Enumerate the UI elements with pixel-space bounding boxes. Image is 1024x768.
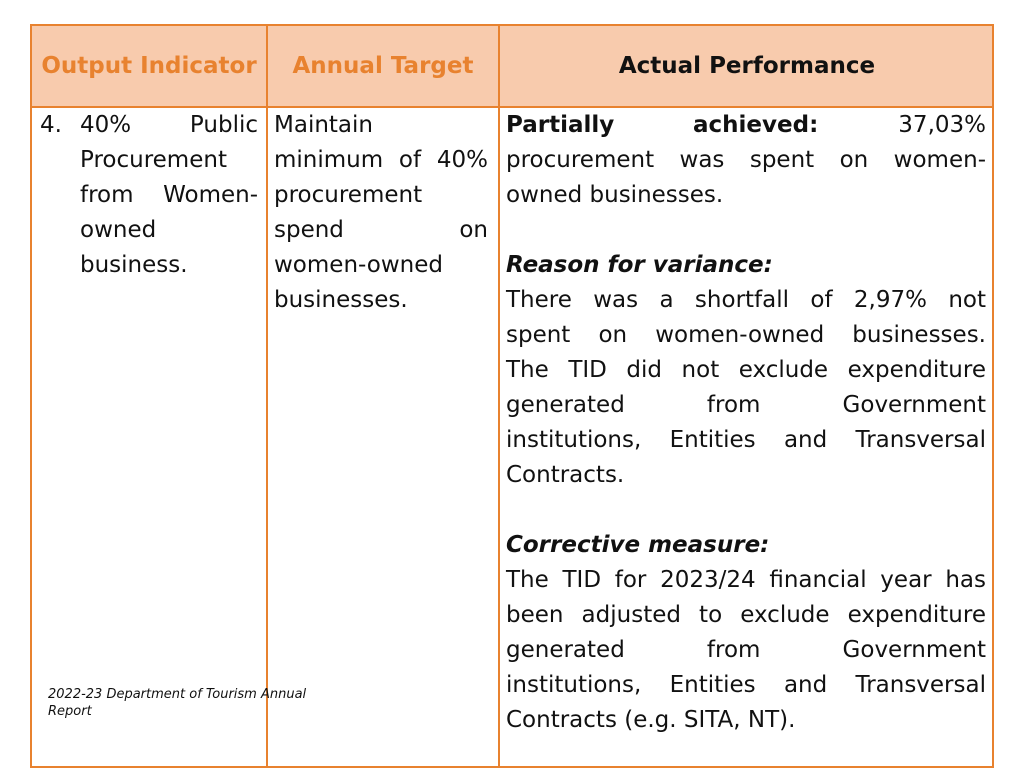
performance-table: Output Indicator Annual Target Actual Pe…: [30, 24, 994, 768]
cell-output-indicator: 4. 40% Public Procurement from Women- ow…: [40, 108, 258, 283]
target-line: procurement: [274, 182, 423, 208]
status-line: Partially achieved: 37,03%: [506, 108, 986, 143]
status-text-line: procurement was spent on women-: [506, 147, 986, 173]
target-line: spend on: [274, 217, 488, 243]
table-header-row: [32, 26, 992, 108]
column-divider: [266, 26, 268, 766]
reason-line: Contracts.: [506, 462, 625, 488]
column-divider: [498, 26, 500, 766]
target-line: businesses.: [274, 287, 408, 313]
status-label: Partially achieved:: [506, 112, 819, 138]
reason-line: generated from Government: [506, 392, 986, 418]
corrective-line: Contracts (e.g. SITA, NT).: [506, 707, 796, 733]
indicator-line: 40% Public: [80, 112, 258, 138]
cell-actual-performance: Partially achieved: 37,03% procurement w…: [506, 108, 986, 738]
indicator-line: Procurement: [80, 147, 227, 173]
header-output-indicator: Output Indicator: [41, 53, 257, 79]
status-value: 37,03%: [898, 112, 986, 138]
corrective-title: Corrective measure:: [506, 532, 770, 558]
indicator-line: owned: [80, 217, 157, 243]
header-annual-target: Annual Target: [292, 53, 474, 79]
target-line: women-owned: [274, 252, 443, 278]
reason-line: institutions, Entities and Transversal: [506, 427, 986, 453]
footer-note: 2022-23 Department of Tourism Annual Rep…: [48, 687, 307, 719]
row-number: 4.: [40, 112, 62, 138]
header-actual-performance: Actual Performance: [618, 53, 876, 79]
status-text-line: owned businesses.: [506, 182, 724, 208]
cell-annual-target: Maintain minimum of 40% procurement spen…: [274, 108, 488, 318]
reason-line: There was a shortfall of 2,97% not: [506, 287, 986, 313]
target-line: minimum of 40%: [274, 147, 488, 173]
reason-line: The TID did not exclude expenditure: [506, 357, 986, 383]
reason-title: Reason for variance:: [506, 252, 773, 278]
corrective-line: The TID for 2023/24 financial year has: [506, 567, 986, 593]
indicator-line: business.: [80, 252, 188, 278]
target-line: Maintain: [274, 112, 373, 138]
reason-line: spent on women-owned businesses.: [506, 322, 986, 348]
corrective-line: generated from Government: [506, 637, 986, 663]
indicator-line: from Women-: [80, 182, 258, 208]
corrective-line: institutions, Entities and Transversal: [506, 672, 986, 698]
corrective-line: been adjusted to exclude expenditure: [506, 602, 986, 628]
